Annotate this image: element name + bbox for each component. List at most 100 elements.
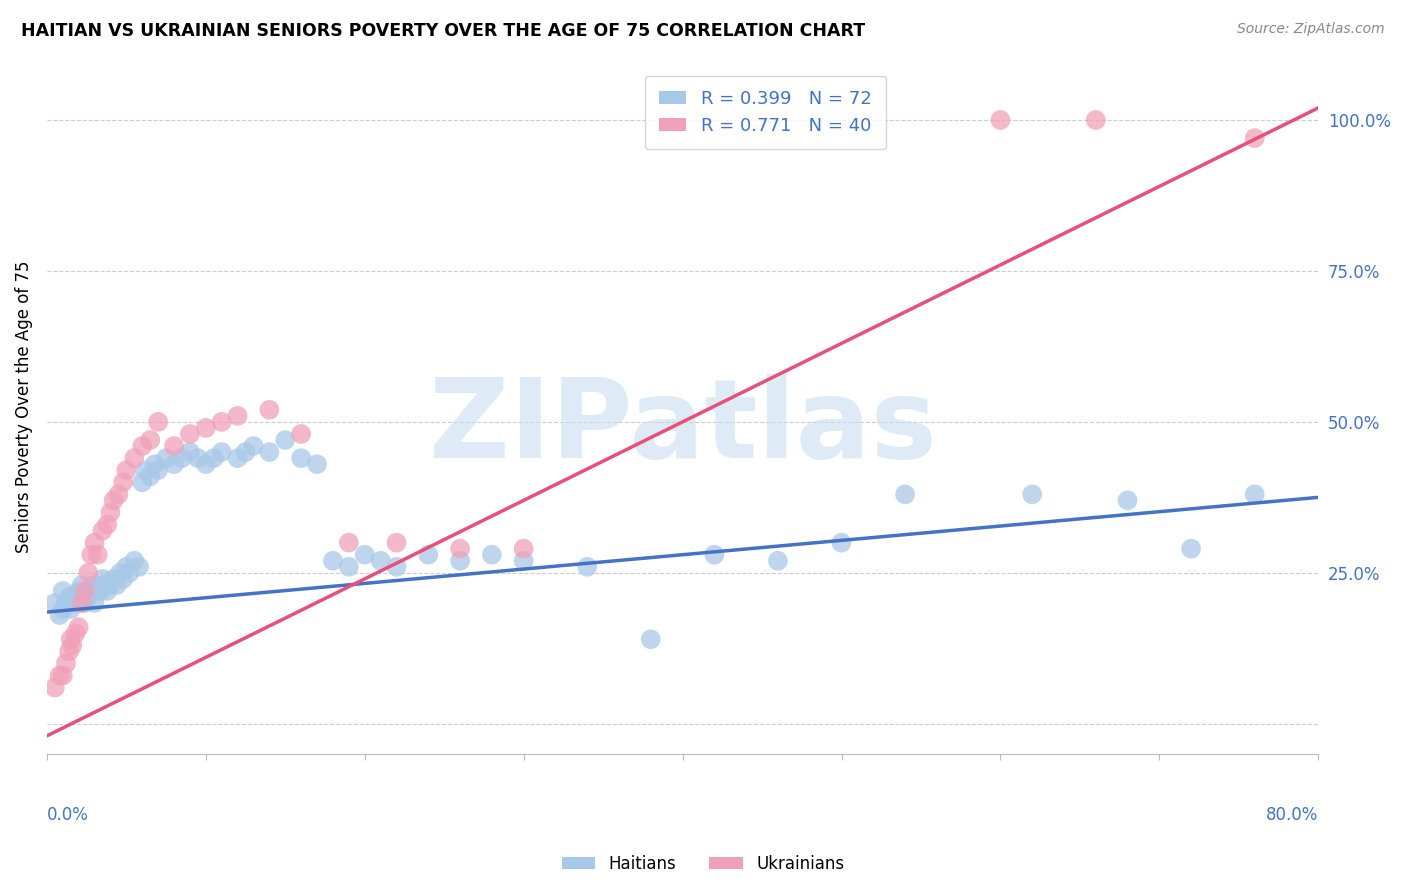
- Point: [290, 451, 312, 466]
- Point: [146, 463, 169, 477]
- Point: [96, 583, 118, 598]
- Point: [134, 463, 156, 477]
- Point: [1116, 493, 1139, 508]
- Legend: Haitians, Ukrainians: Haitians, Ukrainians: [555, 848, 851, 880]
- Point: [512, 541, 534, 556]
- Point: [703, 548, 725, 562]
- Point: [226, 451, 249, 466]
- Point: [55, 657, 77, 671]
- Point: [307, 457, 329, 471]
- Point: [124, 554, 146, 568]
- Point: [52, 668, 75, 682]
- Point: [1180, 541, 1202, 556]
- Point: [337, 535, 360, 549]
- Point: [990, 113, 1012, 128]
- Point: [77, 590, 100, 604]
- Point: [67, 596, 90, 610]
- Point: [73, 583, 96, 598]
- Text: ZIPatlas: ZIPatlas: [429, 374, 936, 481]
- Point: [60, 596, 83, 610]
- Point: [87, 548, 110, 562]
- Text: 0.0%: 0.0%: [46, 806, 89, 824]
- Point: [259, 445, 281, 459]
- Point: [385, 559, 408, 574]
- Point: [179, 445, 201, 459]
- Point: [353, 548, 375, 562]
- Point: [290, 426, 312, 441]
- Point: [52, 583, 75, 598]
- Point: [115, 559, 138, 574]
- Point: [259, 402, 281, 417]
- Point: [194, 421, 217, 435]
- Point: [449, 554, 471, 568]
- Point: [143, 457, 166, 471]
- Point: [163, 457, 186, 471]
- Point: [418, 548, 440, 562]
- Point: [170, 451, 193, 466]
- Point: [105, 578, 128, 592]
- Point: [93, 578, 115, 592]
- Point: [187, 451, 209, 466]
- Legend: R = 0.399   N = 72, R = 0.771   N = 40: R = 0.399 N = 72, R = 0.771 N = 40: [644, 76, 886, 150]
- Point: [112, 475, 135, 490]
- Text: Source: ZipAtlas.com: Source: ZipAtlas.com: [1237, 22, 1385, 37]
- Point: [512, 554, 534, 568]
- Point: [90, 583, 112, 598]
- Point: [83, 535, 105, 549]
- Text: HAITIAN VS UKRAINIAN SENIORS POVERTY OVER THE AGE OF 75 CORRELATION CHART: HAITIAN VS UKRAINIAN SENIORS POVERTY OVE…: [21, 22, 865, 40]
- Point: [131, 439, 153, 453]
- Point: [194, 457, 217, 471]
- Point: [211, 445, 233, 459]
- Point: [146, 415, 169, 429]
- Point: [70, 578, 93, 592]
- Point: [58, 590, 80, 604]
- Point: [44, 596, 66, 610]
- Point: [242, 439, 264, 453]
- Point: [481, 548, 503, 562]
- Point: [274, 433, 297, 447]
- Point: [131, 475, 153, 490]
- Point: [1084, 113, 1107, 128]
- Point: [55, 596, 77, 610]
- Point: [118, 566, 141, 580]
- Point: [1243, 131, 1265, 145]
- Point: [76, 583, 98, 598]
- Point: [70, 596, 93, 610]
- Point: [766, 554, 789, 568]
- Y-axis label: Seniors Poverty Over the Age of 75: Seniors Poverty Over the Age of 75: [15, 260, 32, 553]
- Text: 80.0%: 80.0%: [1265, 806, 1319, 824]
- Point: [1243, 487, 1265, 501]
- Point: [103, 572, 125, 586]
- Point: [96, 517, 118, 532]
- Point: [640, 632, 662, 647]
- Point: [155, 451, 177, 466]
- Point: [91, 524, 114, 538]
- Point: [1021, 487, 1043, 501]
- Point: [59, 632, 82, 647]
- Point: [163, 439, 186, 453]
- Point: [70, 590, 93, 604]
- Point: [59, 602, 82, 616]
- Point: [80, 583, 103, 598]
- Point: [115, 463, 138, 477]
- Point: [124, 451, 146, 466]
- Point: [65, 590, 87, 604]
- Point: [108, 566, 131, 580]
- Point: [235, 445, 257, 459]
- Point: [211, 415, 233, 429]
- Point: [60, 638, 83, 652]
- Point: [385, 535, 408, 549]
- Point: [87, 583, 110, 598]
- Point: [226, 409, 249, 423]
- Point: [112, 572, 135, 586]
- Point: [139, 469, 162, 483]
- Point: [48, 668, 70, 682]
- Point: [52, 602, 75, 616]
- Point: [73, 596, 96, 610]
- Point: [322, 554, 344, 568]
- Point: [202, 451, 225, 466]
- Point: [370, 554, 392, 568]
- Point: [139, 433, 162, 447]
- Point: [83, 596, 105, 610]
- Point: [894, 487, 917, 501]
